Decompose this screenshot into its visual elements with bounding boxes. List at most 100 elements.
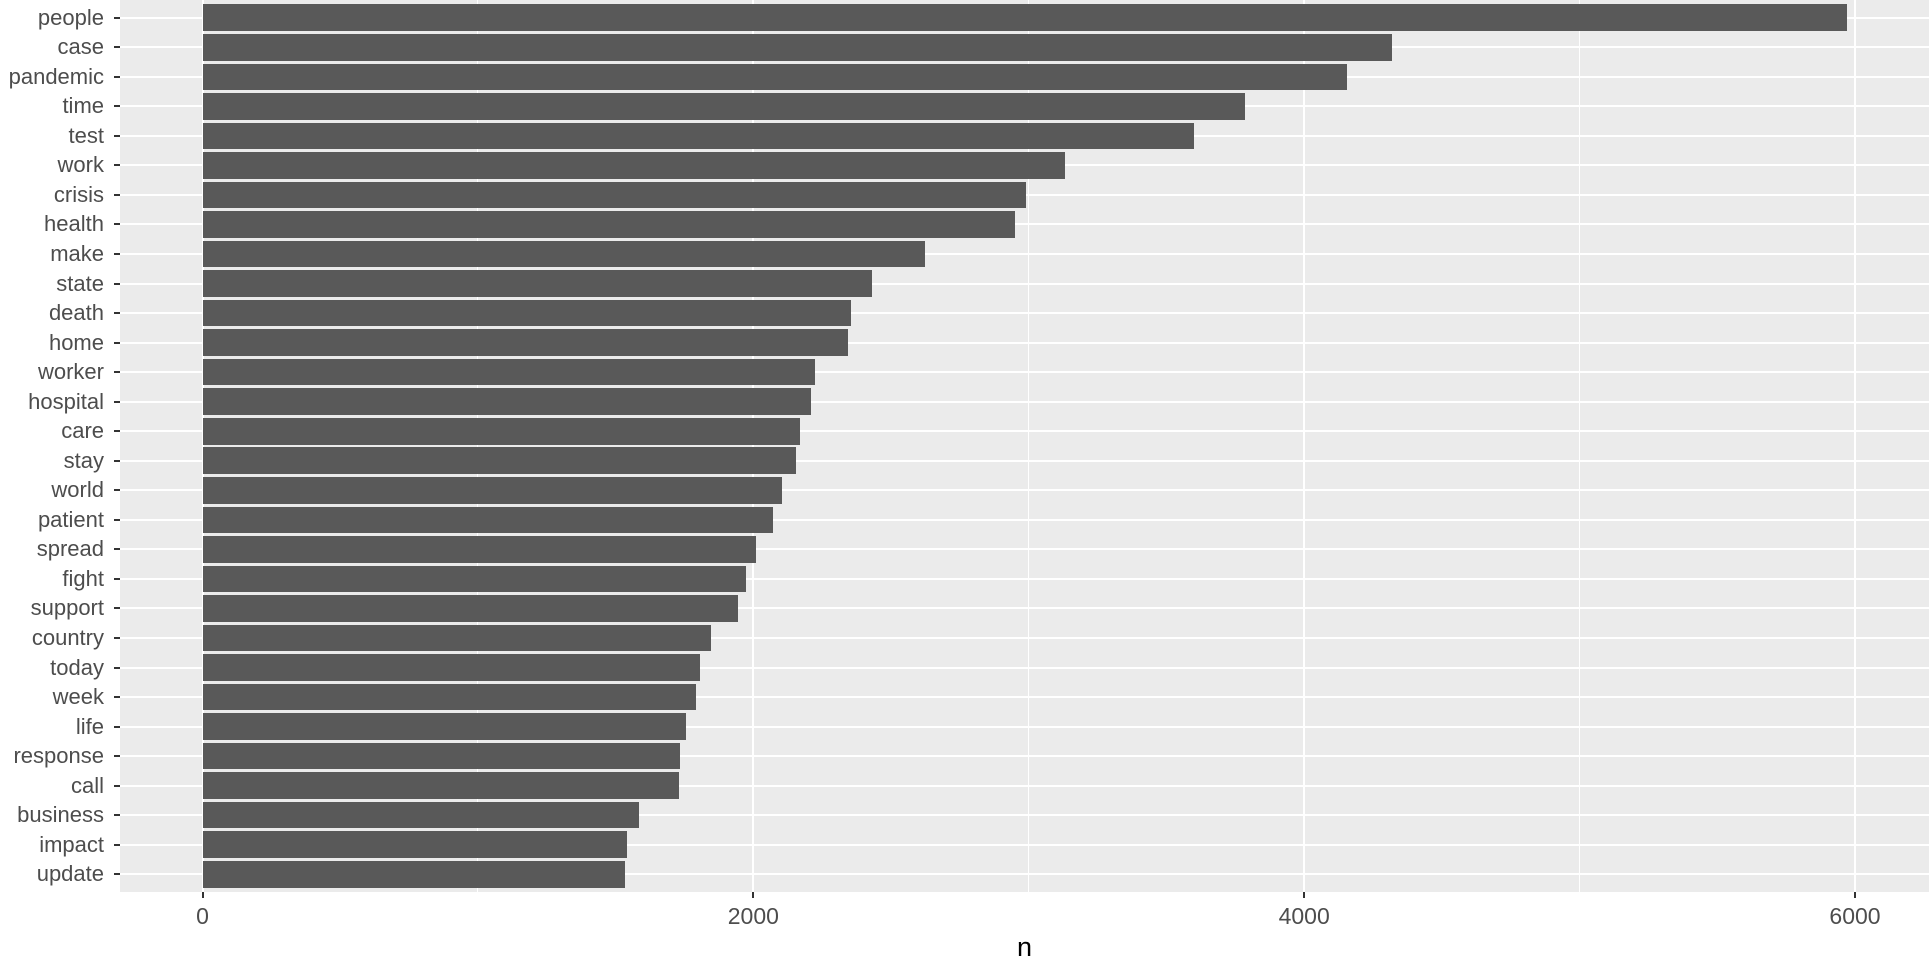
bar-response bbox=[202, 742, 681, 770]
major-gridline-y-world bbox=[120, 489, 1929, 492]
major-gridline-y-impact bbox=[120, 843, 1929, 846]
bar-crisis bbox=[202, 181, 1026, 209]
y-axis-label-case: case bbox=[57, 34, 104, 60]
y-axis-label-pandemic: pandemic bbox=[8, 63, 104, 89]
major-gridline-y-state bbox=[120, 282, 1929, 285]
y-axis-label-time: time bbox=[62, 93, 104, 119]
y-axis-label-crisis: crisis bbox=[53, 181, 104, 207]
bar-spread bbox=[202, 536, 757, 563]
y-axis-label-health: health bbox=[44, 211, 104, 237]
y-axis-label-hospital: hospital bbox=[28, 388, 104, 414]
plot-panel bbox=[120, 0, 1929, 892]
major-gridline-y-week bbox=[120, 696, 1929, 699]
y-tick-mark-worker bbox=[114, 371, 120, 374]
bar-make bbox=[202, 240, 926, 268]
y-axis-label-death: death bbox=[48, 300, 104, 326]
y-tick-mark-spread bbox=[114, 548, 120, 551]
major-gridline-x4000 bbox=[1303, 0, 1306, 892]
x-axis-title: n bbox=[1016, 932, 1033, 960]
bar-business bbox=[202, 801, 640, 829]
bar-home bbox=[202, 329, 849, 356]
major-gridline-y-make bbox=[120, 253, 1929, 255]
y-tick-mark-care bbox=[114, 430, 120, 433]
major-gridline-y-call bbox=[120, 784, 1929, 787]
bar-health bbox=[202, 211, 1015, 238]
x-tick-label-6000: 6000 bbox=[1829, 903, 1881, 929]
bar-impact bbox=[202, 831, 627, 859]
y-tick-mark-state bbox=[114, 282, 120, 285]
major-gridline-y-fight bbox=[120, 577, 1929, 580]
y-axis-label-stay: stay bbox=[63, 447, 104, 473]
major-gridline-x2000 bbox=[752, 0, 755, 892]
x-tick-label-0: 0 bbox=[196, 903, 209, 929]
y-tick-mark-country bbox=[114, 636, 120, 639]
x-tick-mark-2000 bbox=[752, 892, 755, 898]
y-axis-label-work: work bbox=[57, 152, 104, 178]
minor-gridline-x5000 bbox=[1579, 0, 1581, 892]
y-axis-label-update: update bbox=[36, 861, 104, 887]
minor-gridline-x1000 bbox=[477, 0, 479, 892]
bar-week bbox=[202, 683, 696, 711]
y-tick-mark-update bbox=[114, 873, 120, 876]
bar-test bbox=[202, 122, 1194, 150]
y-tick-mark-health bbox=[114, 223, 120, 226]
y-axis-label-call: call bbox=[70, 772, 104, 798]
bar-life bbox=[202, 713, 686, 740]
y-tick-mark-work bbox=[114, 164, 120, 167]
bar-country bbox=[202, 624, 711, 652]
major-gridline-y-support bbox=[120, 607, 1929, 610]
bar-patient bbox=[202, 506, 773, 534]
major-gridline-y-today bbox=[120, 666, 1929, 669]
y-axis-label-today: today bbox=[50, 654, 104, 680]
y-tick-mark-call bbox=[114, 784, 120, 787]
major-gridline-y-spread bbox=[120, 548, 1929, 551]
y-tick-mark-stay bbox=[114, 459, 120, 462]
bar-worker bbox=[202, 358, 816, 386]
y-axis-label-world: world bbox=[51, 477, 104, 503]
x-tick-mark-0 bbox=[201, 892, 204, 898]
x-tick-label-4000: 4000 bbox=[1278, 903, 1330, 929]
major-gridline-y-home bbox=[120, 341, 1929, 344]
y-axis-label-people: people bbox=[37, 4, 104, 30]
major-gridline-y-country bbox=[120, 636, 1929, 639]
major-gridline-y-hospital bbox=[120, 400, 1929, 403]
y-tick-mark-patient bbox=[114, 518, 120, 521]
major-gridline-y-death bbox=[120, 312, 1929, 315]
y-axis-label-patient: patient bbox=[37, 506, 104, 532]
y-axis-label-response: response bbox=[13, 743, 104, 769]
y-tick-mark-pandemic bbox=[114, 75, 120, 78]
bar-stay bbox=[202, 447, 797, 475]
y-tick-mark-make bbox=[114, 253, 120, 255]
bar-support bbox=[202, 595, 739, 622]
bar-death bbox=[202, 299, 852, 327]
bar-state bbox=[202, 270, 872, 297]
bar-care bbox=[202, 417, 801, 445]
major-gridline-y-patient bbox=[120, 518, 1929, 521]
y-tick-mark-life bbox=[114, 725, 120, 728]
bar-update bbox=[202, 860, 626, 888]
y-axis-label-week: week bbox=[52, 684, 104, 710]
y-axis-label-life: life bbox=[75, 713, 104, 739]
y-tick-mark-response bbox=[114, 755, 120, 758]
y-tick-mark-crisis bbox=[114, 193, 120, 196]
y-tick-mark-fight bbox=[114, 577, 120, 580]
bar-hospital bbox=[202, 388, 812, 415]
bar-today bbox=[202, 654, 700, 681]
major-gridline-x0 bbox=[201, 0, 204, 892]
y-axis-label-impact: impact bbox=[39, 831, 104, 857]
y-tick-mark-case bbox=[114, 46, 120, 49]
major-gridline-y-health bbox=[120, 223, 1929, 226]
x-tick-label-2000: 2000 bbox=[727, 903, 779, 929]
y-axis-label-test: test bbox=[68, 122, 104, 148]
bar-work bbox=[202, 152, 1065, 179]
major-gridline-y-response bbox=[120, 755, 1929, 758]
y-tick-mark-impact bbox=[114, 843, 120, 846]
major-gridline-y-worker bbox=[120, 371, 1929, 374]
y-tick-mark-week bbox=[114, 696, 120, 699]
y-tick-mark-business bbox=[114, 814, 120, 817]
major-gridline-y-update bbox=[120, 873, 1929, 876]
y-tick-mark-home bbox=[114, 341, 120, 344]
y-tick-mark-test bbox=[114, 134, 120, 137]
major-gridline-y-life bbox=[120, 725, 1929, 728]
y-axis-label-fight: fight bbox=[62, 565, 104, 591]
